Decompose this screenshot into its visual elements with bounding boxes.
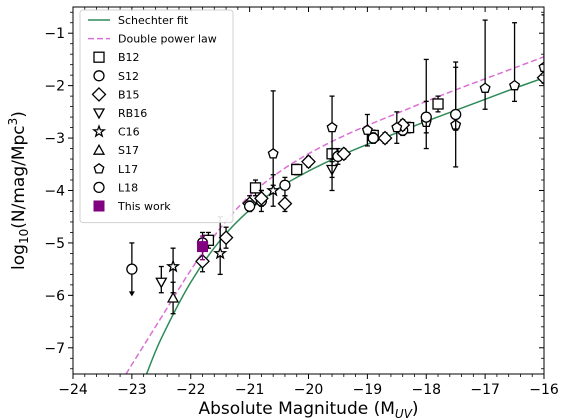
- point-b15: [218, 230, 234, 246]
- legend-label: Schechter fit: [118, 14, 189, 27]
- legend-label: RB16: [118, 107, 147, 120]
- legend-marker-b12: [93, 51, 105, 63]
- point-l17: [361, 124, 373, 135]
- point-rb16: [155, 277, 168, 289]
- point-l18: [450, 108, 462, 121]
- legend-label: B15: [118, 88, 140, 101]
- y-tick-label: −2: [44, 79, 65, 95]
- axis-ticks: −24 −23 −22 −21 −20 −19 −18 −17 −16 −1 −2 −3 −4 −5 −6 −…: [44, 7, 559, 398]
- y-tick-label: −3: [44, 131, 65, 147]
- legend-marker-s12: [93, 70, 105, 82]
- x-tick-label: −19: [353, 382, 383, 398]
- x-axis-label: Absolute Magnitude (MUV): [198, 399, 418, 419]
- point-b15: [377, 130, 393, 146]
- point-l17: [479, 82, 491, 93]
- x-tick-label: −17: [470, 382, 500, 398]
- legend-marker-this-work: [93, 200, 105, 212]
- point-s12: [279, 179, 291, 191]
- x-tick-label: −20: [294, 382, 324, 398]
- point-l18: [420, 111, 432, 123]
- point-s17: [166, 291, 180, 303]
- legend-label: B12: [118, 51, 140, 64]
- legend-label: S12: [118, 70, 139, 83]
- legend-marker-s17: [92, 143, 106, 155]
- point-b12: [249, 182, 262, 194]
- point-l17: [391, 121, 403, 133]
- legend-label: Double power law: [118, 33, 217, 46]
- point-b15: [336, 146, 352, 162]
- y-tick-label: −1: [44, 26, 65, 42]
- point-l17: [267, 147, 279, 159]
- legend-marker-b15: [91, 86, 107, 102]
- legend-label: L18: [118, 181, 138, 194]
- y-tick-label: −6: [44, 288, 65, 304]
- y-axis-label: log10(N/mag/Mpc3): [6, 111, 31, 270]
- legend-box: [79, 9, 234, 224]
- x-tick-label: −22: [176, 382, 206, 398]
- point-b15: [253, 190, 269, 206]
- point-l17: [326, 121, 338, 133]
- point-b15: [277, 196, 293, 212]
- point-c16: [166, 259, 181, 273]
- y-tick-label: −7: [44, 341, 65, 357]
- point-b12: [291, 163, 303, 176]
- point-c16: [213, 245, 228, 260]
- point-s12: [126, 263, 138, 275]
- legend-marker-l18: [93, 181, 105, 194]
- legend: Schechter fit Double power law B12 S12 B15 RB…: [79, 9, 234, 224]
- point-b15: [536, 70, 544, 86]
- legend-label: C16: [118, 126, 140, 139]
- legend-marker-rb16: [92, 108, 106, 120]
- x-tick-label: −21: [235, 382, 265, 398]
- data-points: [126, 14, 544, 315]
- y-tick-label: −4: [44, 184, 65, 200]
- legend-label: S17: [118, 144, 139, 157]
- point-c16: [266, 183, 281, 197]
- fit-curve-1: [125, 56, 544, 374]
- x-tick-label: −23: [117, 382, 147, 398]
- point-l18: [243, 200, 256, 212]
- x-tick-label: −24: [58, 382, 88, 398]
- y-tick-label: −5: [44, 236, 65, 252]
- point-b15: [195, 253, 210, 269]
- upper-limit-arrowhead: [128, 291, 135, 297]
- x-tick-label: −16: [529, 382, 559, 398]
- legend-label: This work: [117, 200, 171, 213]
- x-tick-label: −18: [411, 382, 441, 398]
- point-b12: [432, 98, 444, 110]
- point-this-work: [197, 241, 209, 253]
- legend-marker-l17: [93, 162, 105, 174]
- point-b15: [301, 154, 316, 170]
- point-l17: [509, 79, 521, 91]
- legend-label: L17: [118, 163, 138, 176]
- legend-marker-c16: [91, 124, 107, 138]
